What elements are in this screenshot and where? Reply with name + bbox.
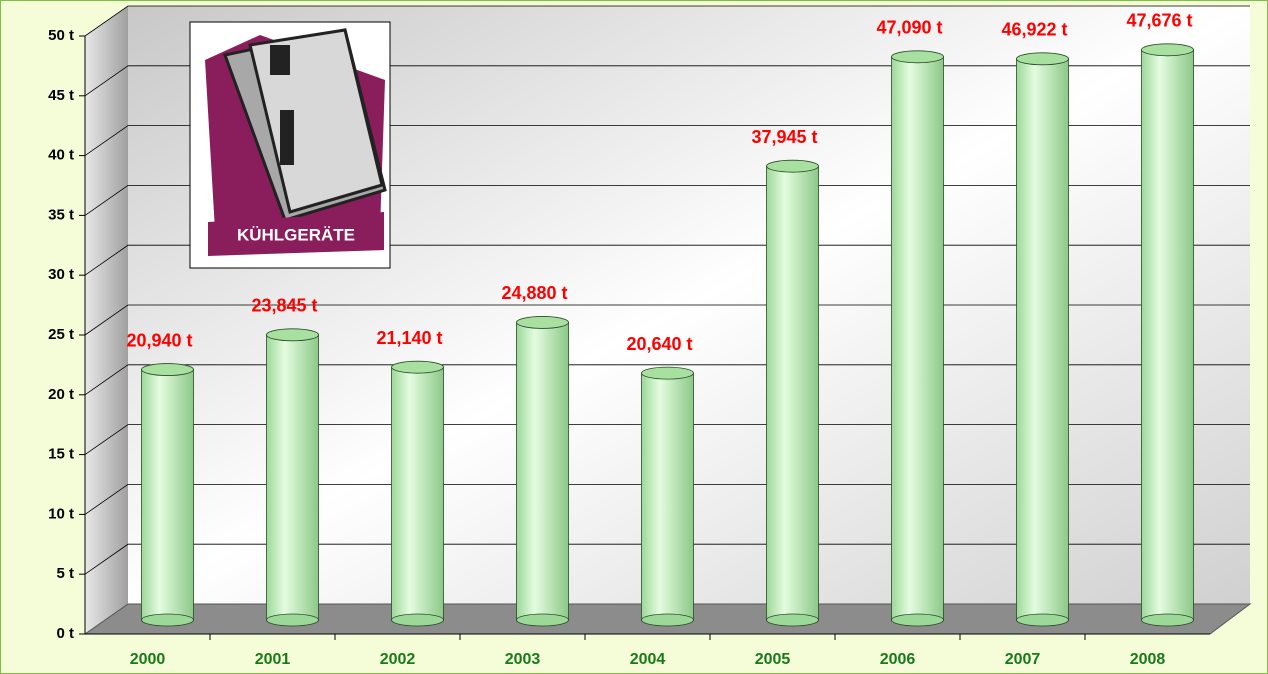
- x-tick-label: 2005: [755, 651, 791, 668]
- value-label: 24,880 t: [501, 283, 567, 303]
- y-tick-label: 50 t: [48, 27, 74, 44]
- y-tick-label: 25 t: [48, 326, 74, 343]
- bar-top: [891, 50, 944, 64]
- bar: [1016, 58, 1069, 621]
- grid-line: [84, 184, 1250, 216]
- x-tick-label: 2007: [1005, 651, 1041, 668]
- y-tick-label: 15 t: [48, 446, 74, 463]
- x-tick-label: 2002: [380, 651, 416, 668]
- bar-base: [141, 613, 194, 627]
- handle: [280, 110, 294, 165]
- y-tick-label: 5 t: [56, 565, 74, 582]
- x-tick-label: 2000: [130, 651, 166, 668]
- bar-base: [1016, 613, 1069, 627]
- grid-line: [84, 304, 1250, 336]
- y-tick-label: 10 t: [48, 505, 74, 522]
- bar-base: [266, 613, 319, 627]
- grid-line: [84, 483, 1250, 515]
- bar-base: [1141, 613, 1194, 627]
- y-tick-label: 40 t: [48, 147, 74, 164]
- grid-line: [84, 65, 1250, 97]
- bar-base: [641, 613, 694, 627]
- bar: [1141, 49, 1194, 621]
- value-label: 37,945 t: [751, 127, 817, 147]
- x-tick-label: 2006: [880, 651, 916, 668]
- grid-line: [84, 364, 1250, 396]
- fridge-door: [248, 28, 384, 214]
- value-label: 46,922 t: [1001, 20, 1067, 40]
- y-tick-label: 20 t: [48, 386, 74, 403]
- bar-top: [1016, 52, 1069, 66]
- bar-base: [891, 613, 944, 627]
- grid-line: [84, 5, 1250, 37]
- bar-top: [141, 363, 194, 376]
- value-label: 20,640 t: [626, 334, 692, 354]
- bar: [766, 165, 819, 621]
- bar-base: [391, 613, 444, 627]
- picture: KÜHLGERÄTE: [189, 21, 391, 269]
- x-tick-label: 2004: [630, 651, 666, 668]
- bars: [141, 43, 1194, 627]
- handle: [270, 45, 290, 75]
- grid: [79, 5, 1250, 640]
- grid-line: [84, 125, 1250, 156]
- bar-base: [516, 613, 569, 627]
- value-label: 21,140 t: [376, 328, 442, 348]
- bar-top: [766, 159, 819, 173]
- value-label: 23,845 t: [251, 296, 317, 316]
- grid-line: [84, 543, 1250, 575]
- bar: [891, 56, 944, 621]
- picture-label: KÜHLGERÄTE: [237, 225, 355, 244]
- value-label: 47,676 t: [1126, 11, 1192, 31]
- bar: [641, 372, 694, 621]
- bar-top: [266, 328, 319, 342]
- bar: [266, 334, 319, 621]
- bar-top: [516, 316, 569, 329]
- picture-banner: [208, 212, 384, 256]
- x-tick-label: 2001: [255, 651, 291, 668]
- bar: [141, 369, 194, 621]
- x-tick-label: 2008: [1130, 651, 1166, 668]
- y-tick-label: 0 t: [56, 625, 74, 642]
- x-tick-label: 2003: [505, 651, 541, 668]
- bar-top: [641, 366, 694, 380]
- grid-line: [84, 244, 1250, 276]
- y-tick-label: 35 t: [48, 206, 74, 223]
- bar: [391, 366, 444, 621]
- y-tick-label: 30 t: [48, 266, 74, 283]
- y-tick-label: 45 t: [48, 87, 74, 104]
- bar: [516, 322, 569, 621]
- grid-line: [84, 424, 1250, 455]
- bar-top: [391, 360, 444, 374]
- value-label: 47,090 t: [876, 18, 942, 38]
- bar-base: [766, 613, 819, 627]
- bar-top: [1141, 43, 1194, 57]
- value-label: 20,940 t: [126, 330, 192, 350]
